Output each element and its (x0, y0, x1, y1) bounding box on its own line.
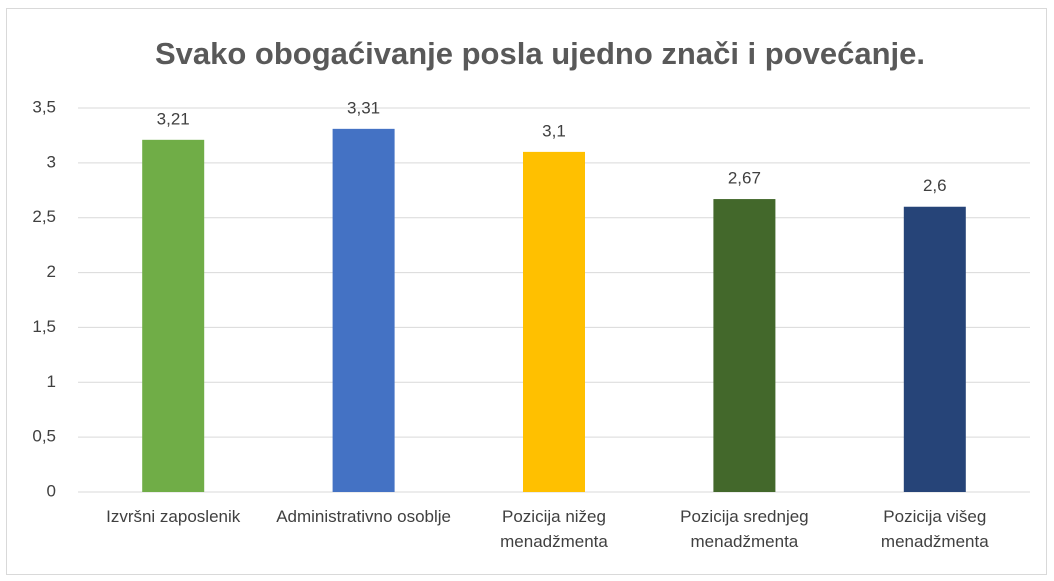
chart-title: Svako obogaćivanje posla ujedno znači i … (155, 36, 925, 71)
y-tick-label: 2,5 (32, 207, 56, 226)
data-label: 3,31 (347, 98, 380, 117)
x-tick-label: Pozicija višeg menadžmenta (880, 507, 989, 551)
bar (142, 139, 205, 492)
bar (523, 151, 585, 492)
data-label: 2,67 (728, 169, 761, 188)
y-tick-label: 3 (47, 152, 56, 171)
y-tick-label: 2 (47, 262, 56, 281)
x-tick-label: Pozicija srednjeg menadžmenta (680, 507, 809, 551)
bar (903, 206, 966, 492)
data-label: 3,1 (542, 121, 566, 140)
y-tick-label: 1,5 (32, 317, 56, 336)
bar (332, 128, 395, 493)
y-tick-label: 0,5 (32, 427, 56, 446)
y-tick-label: 3,5 (32, 97, 56, 116)
x-tick-label: Pozicija nižeg menadžmenta (500, 507, 608, 551)
y-tick-label: 0 (47, 481, 56, 500)
x-tick-label: Administrativno osoblje (276, 507, 451, 526)
data-label: 2,6 (923, 176, 947, 195)
data-label: 3,21 (157, 109, 190, 128)
y-tick-label: 1 (47, 372, 56, 391)
bar (713, 199, 776, 492)
x-tick-label: Izvršni zaposlenik (106, 507, 241, 526)
